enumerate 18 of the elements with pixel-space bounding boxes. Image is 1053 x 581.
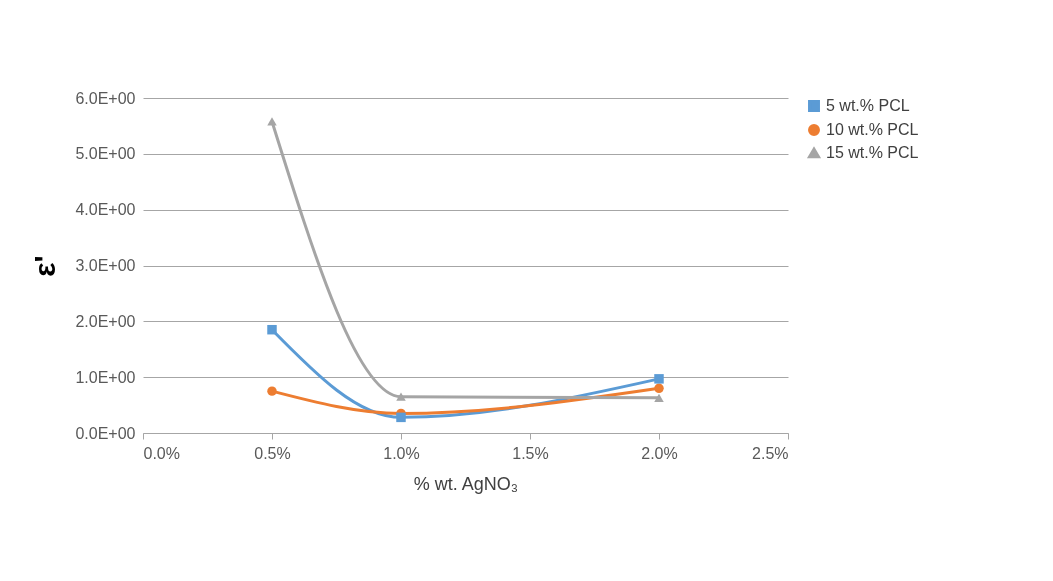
x-tick-label: 0.5%: [254, 444, 291, 462]
x-tick-label: 2.5%: [752, 444, 789, 462]
x-tick-label: 1.5%: [512, 444, 549, 462]
y-tick-label: 3.0E+00: [75, 257, 136, 274]
x-tick-label: 0.0%: [143, 444, 180, 462]
y-tick-label: 2.0E+00: [75, 312, 136, 330]
y-tick-label: 4.0E+00: [75, 201, 136, 219]
y-axis-title: ε': [28, 255, 62, 277]
x-tick-label: 1.0%: [383, 444, 420, 462]
legend-label: 15 wt.% PCL: [826, 144, 919, 161]
y-tick-label: 5.0E+00: [75, 145, 136, 163]
legend-label: 10 wt.% PCL: [826, 121, 919, 138]
y-tick-label: 6.0E+00: [75, 89, 136, 107]
x-axis-title: % wt. AgNO₃: [413, 473, 519, 494]
y-tick-label: 1.0E+00: [75, 368, 136, 386]
legend-label: 5 wt.% PCL: [826, 97, 910, 114]
x-tick-label: 2.0%: [641, 444, 678, 462]
y-tick-label: 0.0E+00: [75, 424, 136, 442]
